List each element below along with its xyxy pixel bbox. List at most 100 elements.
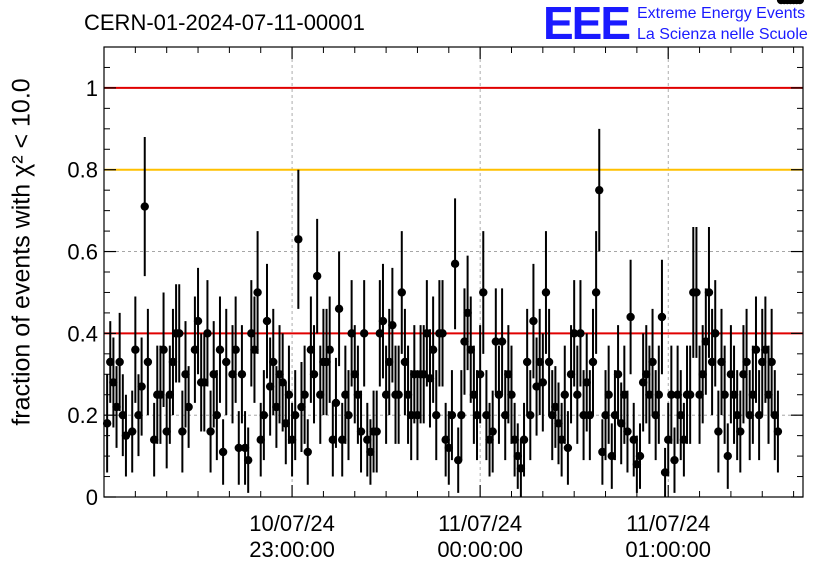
data-point (720, 390, 729, 399)
data-point (610, 410, 620, 420)
data-point (548, 410, 557, 420)
data-point (488, 427, 497, 436)
data-point (428, 345, 438, 354)
data-point (497, 337, 507, 346)
data-point (761, 345, 770, 354)
data-point (479, 288, 488, 297)
data-point (143, 357, 153, 367)
data-point (638, 378, 648, 387)
data-point (504, 370, 513, 379)
y-axis-label: fraction of events with χ² < 10.0 (7, 78, 36, 426)
data-point (560, 390, 569, 399)
data-point (375, 329, 385, 338)
data-point (149, 435, 159, 444)
data-point (758, 357, 767, 367)
data-point (350, 370, 359, 379)
data-point (378, 316, 388, 326)
data-point (457, 410, 466, 420)
data-point (736, 427, 745, 436)
data-point (729, 390, 739, 399)
data-point (529, 316, 538, 326)
data-point (460, 337, 469, 346)
data-point (538, 378, 548, 387)
logo-line-2: La Scienza nelle Scuole (637, 26, 808, 43)
data-point (582, 378, 591, 387)
data-point (184, 402, 193, 412)
data-point (294, 235, 303, 244)
data-point (526, 410, 535, 420)
data-point (388, 320, 397, 330)
data-point (660, 468, 670, 477)
reference-lines (104, 86, 803, 335)
data-point (598, 447, 607, 457)
data-point (507, 390, 516, 399)
data-point (554, 419, 563, 428)
data-point (106, 357, 115, 367)
data-point (344, 410, 353, 420)
data-point (541, 288, 551, 297)
y-tick-label: 0.8 (67, 158, 98, 183)
data-point (272, 402, 281, 412)
data-point (516, 464, 526, 473)
data-point (698, 370, 707, 379)
data-point (385, 357, 394, 367)
data-point (175, 329, 184, 338)
data-point (438, 329, 447, 338)
data-point (607, 451, 616, 461)
data-point (231, 345, 240, 354)
data-point (306, 345, 316, 354)
data-point (363, 435, 372, 444)
data-point (331, 398, 341, 408)
data-point (739, 370, 748, 379)
data-point (278, 378, 287, 387)
data-point (535, 357, 544, 367)
data-point (341, 390, 350, 399)
data-point (410, 370, 419, 379)
data-point (419, 370, 428, 379)
data-point (519, 435, 529, 444)
data-point (432, 410, 441, 420)
data-point (576, 329, 585, 338)
x-tick-time: 23:00:00 (249, 537, 335, 562)
data-point (795, 0, 805, 5)
data-point (200, 378, 209, 387)
data-point (645, 390, 654, 399)
data-point (284, 390, 294, 399)
data-point (522, 357, 532, 367)
data-point (178, 427, 187, 436)
chart-title: CERN-01-2024-07-11-00001 (84, 10, 365, 35)
data-point (585, 410, 595, 420)
data-point (742, 357, 751, 367)
data-point (356, 427, 366, 436)
data-point (532, 382, 541, 391)
data-point (215, 345, 225, 354)
x-tick-date: 10/07/24 (249, 511, 335, 536)
data-point (137, 382, 146, 391)
data-point (573, 390, 582, 399)
data-point (692, 288, 701, 297)
data-point (159, 345, 168, 354)
data-point (372, 427, 381, 436)
data-point (745, 410, 754, 420)
data-point (243, 455, 253, 465)
data-point (359, 329, 369, 338)
data-point (334, 304, 344, 314)
data-point (140, 202, 149, 211)
data-point (162, 427, 171, 436)
data-point (338, 435, 347, 444)
data-point (403, 390, 413, 399)
data-point (366, 447, 375, 457)
data-point (165, 390, 175, 399)
data-point (253, 288, 262, 297)
data-point (444, 443, 453, 453)
data-point (325, 345, 334, 354)
data-point (441, 435, 450, 444)
data-point (685, 390, 695, 399)
data-point (112, 402, 121, 412)
data-point (704, 288, 714, 297)
data-point (118, 410, 128, 420)
data-point (711, 329, 720, 338)
data-point (707, 357, 717, 367)
data-points (102, 0, 805, 497)
